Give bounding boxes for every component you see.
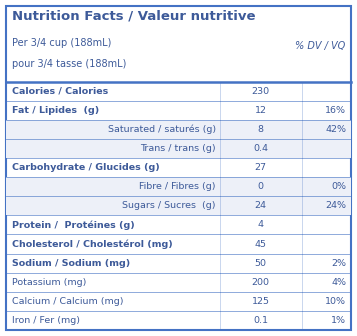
Text: Iron / Fer (mg): Iron / Fer (mg) [12, 316, 80, 325]
Text: 8: 8 [258, 125, 263, 134]
Text: Calcium / Calcium (mg): Calcium / Calcium (mg) [12, 297, 123, 306]
Text: Saturated / saturés (g): Saturated / saturés (g) [108, 125, 216, 134]
Text: Cholesterol / Cholestérol (mg): Cholesterol / Cholestérol (mg) [12, 239, 172, 249]
Text: Sugars / Sucres  (g): Sugars / Sucres (g) [122, 201, 216, 210]
Text: 27: 27 [255, 163, 267, 172]
Text: pour 3/4 tasse (188mL): pour 3/4 tasse (188mL) [12, 59, 126, 69]
Text: 0: 0 [258, 182, 263, 191]
Text: 50: 50 [255, 259, 267, 267]
Bar [6, 120, 351, 139]
Text: Per 3/4 cup (188mL): Per 3/4 cup (188mL) [12, 38, 111, 48]
Text: 10%: 10% [325, 297, 346, 306]
Text: Carbohydrate / Glucides (g): Carbohydrate / Glucides (g) [12, 163, 160, 172]
Text: Calories / Calories: Calories / Calories [12, 87, 108, 96]
Text: 125: 125 [252, 297, 270, 306]
Text: 24: 24 [255, 201, 267, 210]
Text: Trans / trans (g): Trans / trans (g) [140, 144, 216, 153]
Text: 45: 45 [255, 240, 267, 249]
Bar [6, 177, 351, 196]
Text: Fat / Lipides  (g): Fat / Lipides (g) [12, 106, 99, 115]
Bar [6, 139, 351, 158]
Text: Nutrition Facts / Valeur nutritive: Nutrition Facts / Valeur nutritive [12, 9, 255, 23]
Text: 12: 12 [255, 106, 267, 115]
Text: 0%: 0% [331, 182, 346, 191]
Text: Fibre / Fibres (g): Fibre / Fibres (g) [140, 182, 216, 191]
Text: 2%: 2% [331, 259, 346, 267]
Text: 4%: 4% [331, 278, 346, 287]
Text: 24%: 24% [325, 201, 346, 210]
Bar [6, 196, 351, 215]
Text: 0.1: 0.1 [253, 316, 268, 325]
Text: % DV / VQ: % DV / VQ [295, 41, 345, 51]
Text: 200: 200 [252, 278, 270, 287]
Text: Sodium / Sodium (mg): Sodium / Sodium (mg) [12, 259, 130, 267]
Text: 42%: 42% [325, 125, 346, 134]
Text: 0.4: 0.4 [253, 144, 268, 153]
Text: 4: 4 [258, 220, 263, 229]
Text: Protein /  Protéines (g): Protein / Protéines (g) [12, 220, 135, 229]
Text: 1%: 1% [331, 316, 346, 325]
Text: 16%: 16% [325, 106, 346, 115]
Text: Potassium (mg): Potassium (mg) [12, 278, 86, 287]
Text: 230: 230 [252, 87, 270, 96]
